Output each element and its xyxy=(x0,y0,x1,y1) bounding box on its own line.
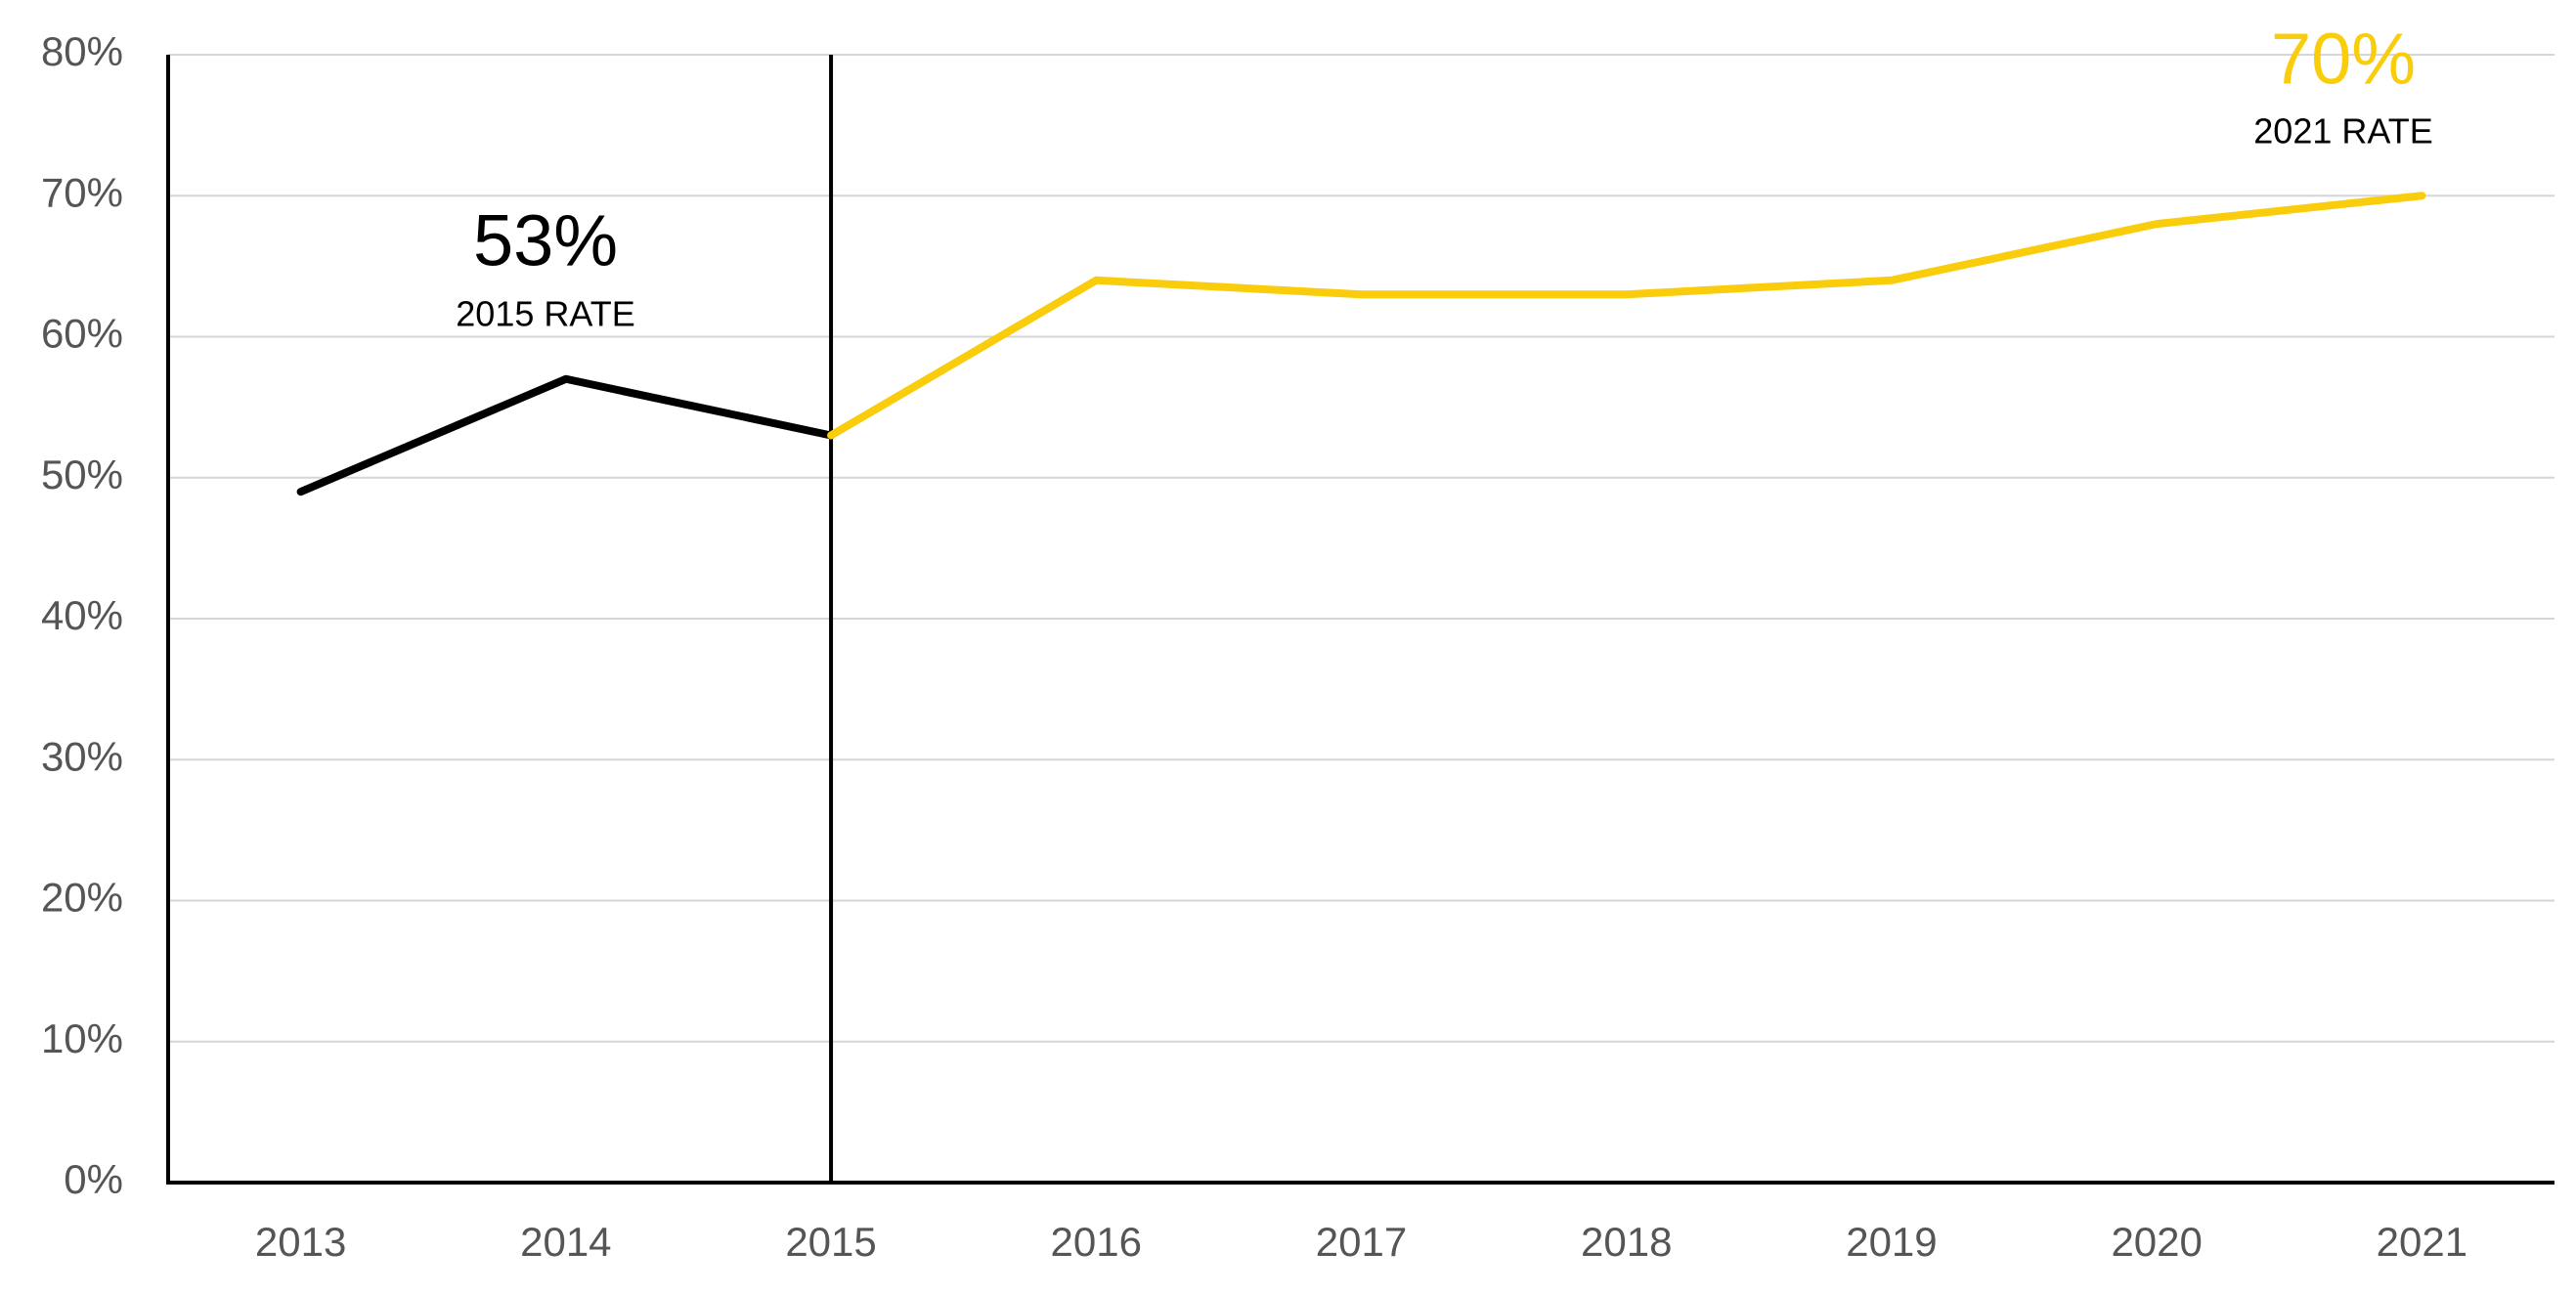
y-tick-label: 60% xyxy=(41,311,123,357)
x-tick-label: 2020 xyxy=(2111,1219,2202,1265)
annotation-value: 53% xyxy=(473,200,618,281)
annotation-value: 70% xyxy=(2271,19,2416,100)
y-tick-label: 10% xyxy=(41,1015,123,1061)
x-tick-label: 2018 xyxy=(1581,1219,1672,1265)
annotation-label: 2021 RATE xyxy=(2253,111,2432,151)
y-tick-label: 50% xyxy=(41,452,123,497)
y-tick-label: 40% xyxy=(41,592,123,638)
y-tick-label: 80% xyxy=(41,28,123,74)
x-tick-label: 2021 xyxy=(2377,1219,2467,1265)
annotation-label: 2015 RATE xyxy=(456,294,634,334)
x-tick-label: 2013 xyxy=(255,1219,346,1265)
x-tick-label: 2016 xyxy=(1051,1219,1142,1265)
line-series xyxy=(827,192,2426,440)
x-tick-label: 2019 xyxy=(1846,1219,1937,1265)
y-tick-label: 20% xyxy=(41,875,123,921)
x-tick-label: 2014 xyxy=(520,1219,611,1265)
y-tick-label: 0% xyxy=(64,1156,123,1202)
line-series xyxy=(296,374,836,496)
y-tick-label: 70% xyxy=(41,169,123,215)
y-tick-label: 30% xyxy=(41,733,123,779)
x-tick-label: 2017 xyxy=(1316,1219,1407,1265)
x-tick-label: 2015 xyxy=(785,1219,876,1265)
